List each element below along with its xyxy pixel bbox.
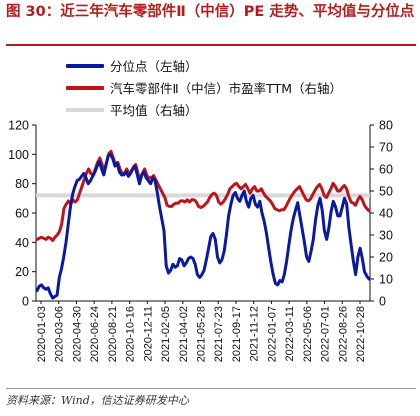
legend-swatch-average bbox=[66, 108, 104, 112]
x-tick-label: 2020-10-16 bbox=[125, 306, 137, 362]
y-left-tick-label: 40 bbox=[15, 236, 29, 250]
y-left-tick-label: 120 bbox=[8, 119, 29, 133]
source-note: 资料来源：Wind，信达证券研发中心 bbox=[6, 394, 189, 407]
legend-label-pe: 汽车零部件Ⅱ（中信）市盈率TTM（右轴） bbox=[110, 81, 342, 96]
y-right-tick-label: 10 bbox=[379, 273, 393, 287]
y-right-tick-label: 80 bbox=[379, 119, 393, 133]
legend-item-pe: 汽车零部件Ⅱ（中信）市盈率TTM（右轴） bbox=[66, 77, 406, 99]
x-tick-label: 2022-01-07 bbox=[266, 306, 278, 362]
chart-legend: 分位点（左轴） 汽车零部件Ⅱ（中信）市盈率TTM（右轴） 平均值（右轴） bbox=[66, 55, 406, 121]
legend-label-percentile: 分位点（左轴） bbox=[110, 59, 198, 74]
x-tick-label: 2022-07-01 bbox=[320, 306, 332, 362]
x-tick-label: 2020-08-21 bbox=[107, 306, 119, 362]
legend-swatch-percentile bbox=[66, 64, 104, 68]
y-left-tick-label: 80 bbox=[15, 177, 29, 191]
x-tick-label: 2020-12-11 bbox=[142, 306, 154, 361]
x-tick-label: 2021-07-23 bbox=[213, 306, 225, 362]
x-tick-label: 2022-05-06 bbox=[302, 306, 314, 362]
y-left-tick-label: 0 bbox=[22, 295, 29, 309]
x-tick-label: 2021-05-28 bbox=[196, 306, 208, 362]
y-right-tick-label: 0 bbox=[379, 295, 386, 309]
y-right-tick-label: 30 bbox=[379, 229, 393, 243]
y-right-tick-label: 40 bbox=[379, 207, 393, 221]
y-right-tick-label: 70 bbox=[379, 141, 393, 155]
x-tick-label: 2021-04-02 bbox=[178, 306, 190, 362]
x-tick-label: 2021-09-17 bbox=[231, 306, 243, 362]
source-divider bbox=[6, 388, 416, 389]
y-right-tick-label: 60 bbox=[379, 163, 393, 177]
percentile-line bbox=[35, 152, 371, 300]
y-left-tick-label: 60 bbox=[15, 207, 29, 221]
y-right-tick-label: 50 bbox=[379, 185, 393, 199]
x-tick-label: 2020-06-24 bbox=[89, 306, 101, 362]
x-tick-label: 2022-08-26 bbox=[337, 306, 349, 362]
legend-label-average: 平均值（右轴） bbox=[110, 103, 198, 118]
x-tick-label: 2021-02-05 bbox=[160, 306, 172, 362]
legend-item-percentile: 分位点（左轴） bbox=[66, 55, 406, 77]
pe-line-chart: 0 20 40 60 80 100 120 0 10 20 30 40 50 60 70 80 2020-01-… bbox=[8, 119, 393, 363]
x-tick-label: 2020-01-03 bbox=[36, 306, 48, 362]
figure-title: 图 30：近三年汽车零部件Ⅱ（中信）PE 走势、平均值与分位点 bbox=[6, 4, 415, 20]
legend-swatch-pe bbox=[66, 86, 104, 90]
legend-item-average: 平均值（右轴） bbox=[66, 99, 406, 121]
title-divider bbox=[6, 44, 416, 46]
y-right-tick-label: 20 bbox=[379, 251, 393, 265]
x-tick-label: 2022-03-11 bbox=[284, 306, 296, 361]
x-tick-label: 2020-04-30 bbox=[71, 306, 83, 362]
x-tick-label: 2020-03-06 bbox=[54, 306, 66, 362]
y-left-tick-label: 20 bbox=[15, 265, 29, 279]
x-tick-label: 2022-10-28 bbox=[355, 306, 367, 362]
y-left-tick-label: 100 bbox=[8, 148, 29, 162]
x-tick-label: 2021-11-12 bbox=[249, 306, 261, 361]
